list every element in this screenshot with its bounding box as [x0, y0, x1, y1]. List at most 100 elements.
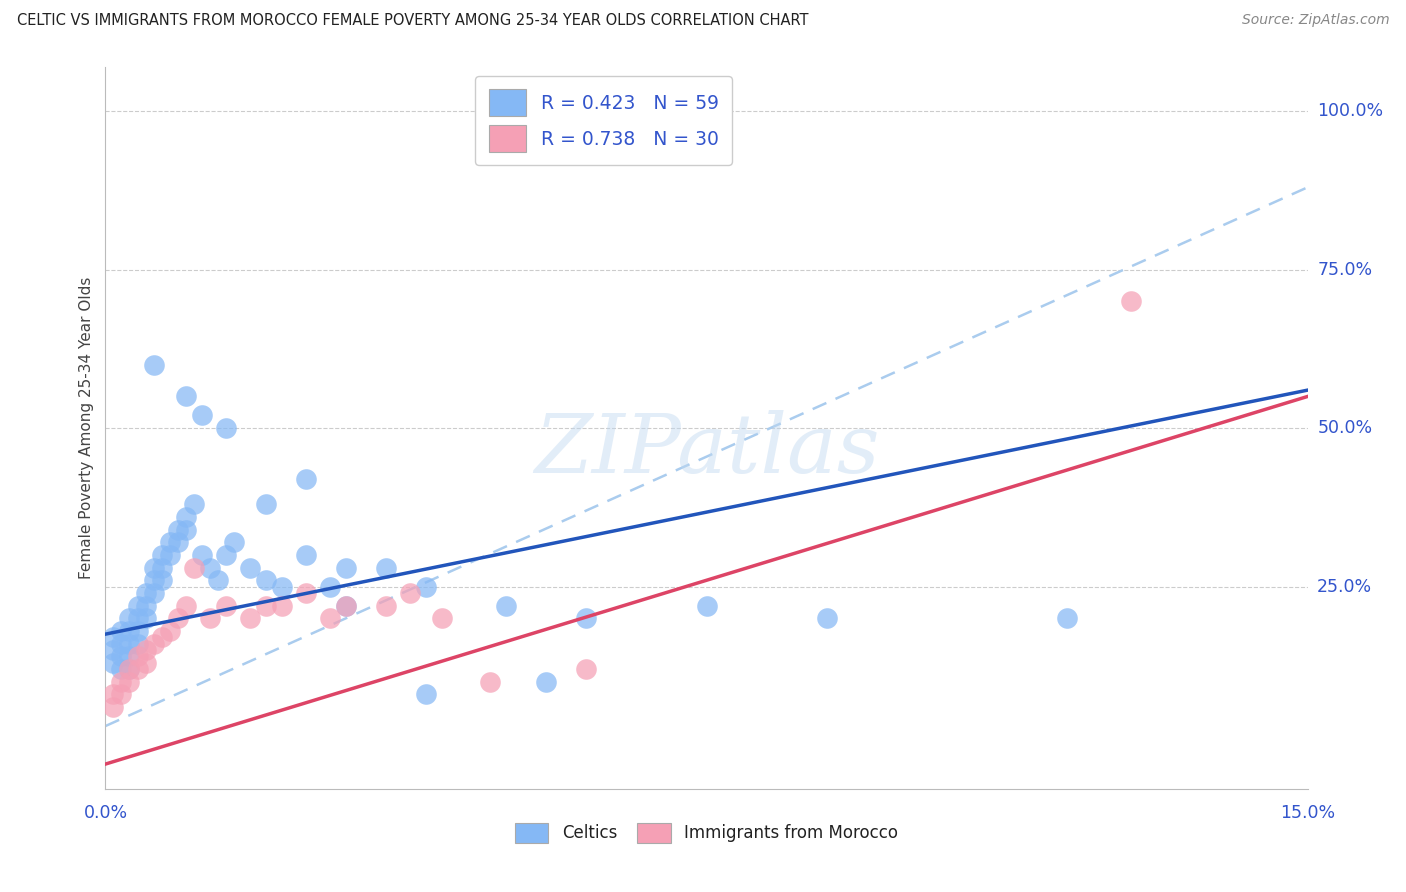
Point: [174, 509, 197, 524]
Point: [150, 574, 173, 588]
Point: [103, 656, 125, 670]
Point: [295, 548, 318, 562]
Point: [118, 662, 141, 676]
Point: [159, 535, 181, 549]
Point: [103, 643, 125, 657]
Point: [214, 548, 236, 562]
Point: [174, 599, 197, 613]
Point: [135, 656, 157, 670]
Point: [127, 624, 149, 638]
Point: [135, 586, 157, 600]
Point: [174, 389, 197, 403]
Point: [166, 611, 188, 625]
Point: [159, 624, 181, 638]
Point: [239, 560, 262, 574]
Point: [127, 637, 149, 651]
Point: [239, 611, 262, 625]
Point: [335, 599, 357, 613]
Point: [319, 611, 342, 625]
Text: 25.0%: 25.0%: [1317, 578, 1372, 596]
Point: [374, 599, 398, 613]
Point: [110, 662, 132, 676]
Point: [295, 586, 318, 600]
Text: ZIPatlas: ZIPatlas: [534, 409, 879, 490]
Point: [479, 674, 502, 689]
Point: [118, 649, 141, 664]
Point: [135, 599, 157, 613]
Point: [150, 548, 173, 562]
Point: [150, 560, 173, 574]
Point: [142, 637, 165, 651]
Point: [270, 599, 292, 613]
Y-axis label: Female Poverty Among 25-34 Year Olds: Female Poverty Among 25-34 Year Olds: [79, 277, 94, 579]
Point: [335, 560, 357, 574]
Point: [127, 662, 149, 676]
Point: [166, 535, 188, 549]
Point: [534, 674, 557, 689]
Text: 15.0%: 15.0%: [1279, 804, 1336, 822]
Point: [254, 497, 277, 511]
Point: [575, 662, 598, 676]
Text: 100.0%: 100.0%: [1317, 103, 1384, 120]
Point: [166, 523, 188, 537]
Point: [207, 574, 229, 588]
Point: [430, 611, 453, 625]
Point: [254, 574, 277, 588]
Point: [295, 472, 318, 486]
Text: 75.0%: 75.0%: [1317, 260, 1372, 278]
Point: [103, 700, 125, 714]
Point: [174, 523, 197, 537]
Point: [183, 560, 205, 574]
Point: [103, 687, 125, 701]
Point: [142, 358, 165, 372]
Point: [374, 560, 398, 574]
Point: [495, 599, 517, 613]
Point: [415, 580, 437, 594]
Point: [118, 611, 141, 625]
Point: [110, 637, 132, 651]
Text: Source: ZipAtlas.com: Source: ZipAtlas.com: [1241, 13, 1389, 28]
Point: [118, 637, 141, 651]
Point: [1056, 611, 1078, 625]
Point: [110, 687, 132, 701]
Point: [142, 586, 165, 600]
Point: [696, 599, 718, 613]
Point: [142, 560, 165, 574]
Text: 0.0%: 0.0%: [83, 804, 128, 822]
Point: [118, 624, 141, 638]
Point: [118, 662, 141, 676]
Point: [399, 586, 422, 600]
Point: [222, 535, 245, 549]
Point: [150, 630, 173, 644]
Point: [135, 643, 157, 657]
Point: [183, 497, 205, 511]
Point: [1121, 294, 1143, 309]
Point: [110, 674, 132, 689]
Point: [214, 421, 236, 435]
Point: [198, 560, 221, 574]
Point: [127, 599, 149, 613]
Legend: Celtics, Immigrants from Morocco: Celtics, Immigrants from Morocco: [509, 816, 904, 850]
Point: [575, 611, 598, 625]
Point: [254, 599, 277, 613]
Text: 50.0%: 50.0%: [1317, 419, 1372, 437]
Point: [198, 611, 221, 625]
Text: CELTIC VS IMMIGRANTS FROM MOROCCO FEMALE POVERTY AMONG 25-34 YEAR OLDS CORRELATI: CELTIC VS IMMIGRANTS FROM MOROCCO FEMALE…: [17, 13, 808, 29]
Point: [127, 649, 149, 664]
Point: [135, 611, 157, 625]
Point: [118, 674, 141, 689]
Point: [270, 580, 292, 594]
Point: [335, 599, 357, 613]
Point: [110, 624, 132, 638]
Point: [142, 574, 165, 588]
Point: [110, 649, 132, 664]
Point: [127, 611, 149, 625]
Point: [214, 599, 236, 613]
Point: [319, 580, 342, 594]
Point: [415, 687, 437, 701]
Point: [190, 548, 212, 562]
Point: [159, 548, 181, 562]
Point: [815, 611, 838, 625]
Point: [190, 409, 212, 423]
Point: [103, 630, 125, 644]
